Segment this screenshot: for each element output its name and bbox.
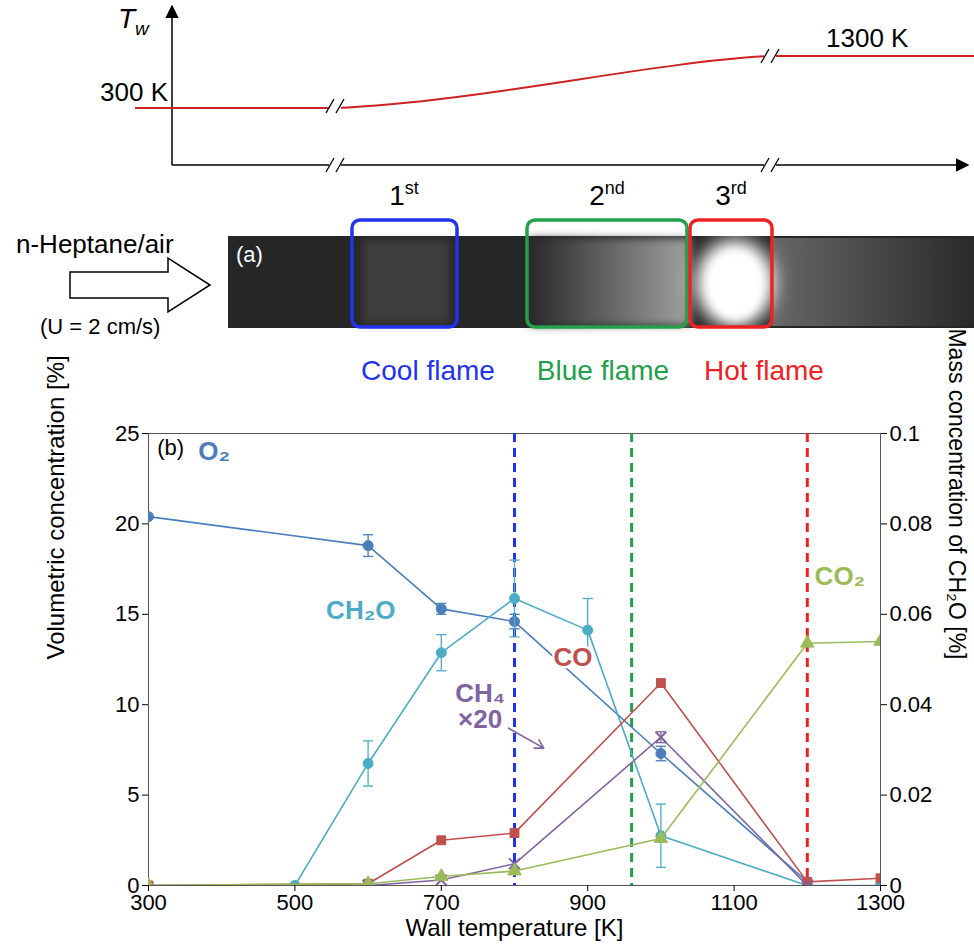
- svg-text:20: 20: [115, 511, 139, 536]
- svg-text:0.06: 0.06: [890, 601, 933, 626]
- svg-text:500: 500: [277, 890, 314, 915]
- svg-text:CO₂: CO₂: [815, 561, 866, 591]
- svg-text:10: 10: [115, 692, 139, 717]
- svg-text:0.04: 0.04: [890, 692, 933, 717]
- svg-text:(b): (b): [157, 435, 184, 460]
- svg-text:Cool flame: Cool flame: [361, 355, 495, 386]
- svg-text:900: 900: [569, 890, 606, 915]
- svg-text:1300 K: 1300 K: [826, 23, 909, 53]
- svg-text:Wall temperature [K]: Wall temperature [K]: [406, 914, 624, 941]
- svg-text:0.08: 0.08: [890, 511, 933, 536]
- svg-text:Volumetric concentration [%]: Volumetric concentration [%]: [42, 355, 69, 659]
- svg-text:Hot flame: Hot flame: [704, 355, 824, 386]
- svg-text:25: 25: [115, 421, 139, 446]
- svg-text:(a): (a): [236, 242, 263, 267]
- svg-text:3rd: 3rd: [715, 178, 747, 211]
- svg-text:0.1: 0.1: [890, 421, 921, 446]
- svg-text:Tw: Tw: [118, 3, 150, 39]
- svg-text:Mass concentration of CH₂O [%]: Mass concentration of CH₂O [%]: [944, 328, 970, 659]
- svg-text:700: 700: [423, 890, 460, 915]
- svg-text:n-Heptane/air: n-Heptane/air: [16, 229, 174, 259]
- svg-text:0.02: 0.02: [890, 782, 933, 807]
- svg-text:0: 0: [127, 873, 139, 898]
- svg-text:2nd: 2nd: [589, 178, 625, 211]
- svg-text:1st: 1st: [389, 178, 419, 211]
- svg-text:5: 5: [127, 782, 139, 807]
- svg-text:(U = 2 cm/s): (U = 2 cm/s): [40, 314, 160, 339]
- svg-text:0: 0: [890, 873, 902, 898]
- svg-text:CH₄×20: CH₄×20: [455, 678, 505, 734]
- svg-text:CO: CO: [554, 642, 593, 672]
- svg-text:1300: 1300: [856, 890, 905, 916]
- svg-text:O₂: O₂: [198, 436, 230, 466]
- svg-text:300 K: 300 K: [100, 77, 169, 107]
- svg-text:1100: 1100: [710, 890, 757, 915]
- svg-text:CH₂O: CH₂O: [326, 595, 395, 625]
- svg-text:300: 300: [130, 890, 167, 916]
- svg-text:15: 15: [115, 601, 139, 626]
- svg-text:Blue flame: Blue flame: [537, 355, 669, 386]
